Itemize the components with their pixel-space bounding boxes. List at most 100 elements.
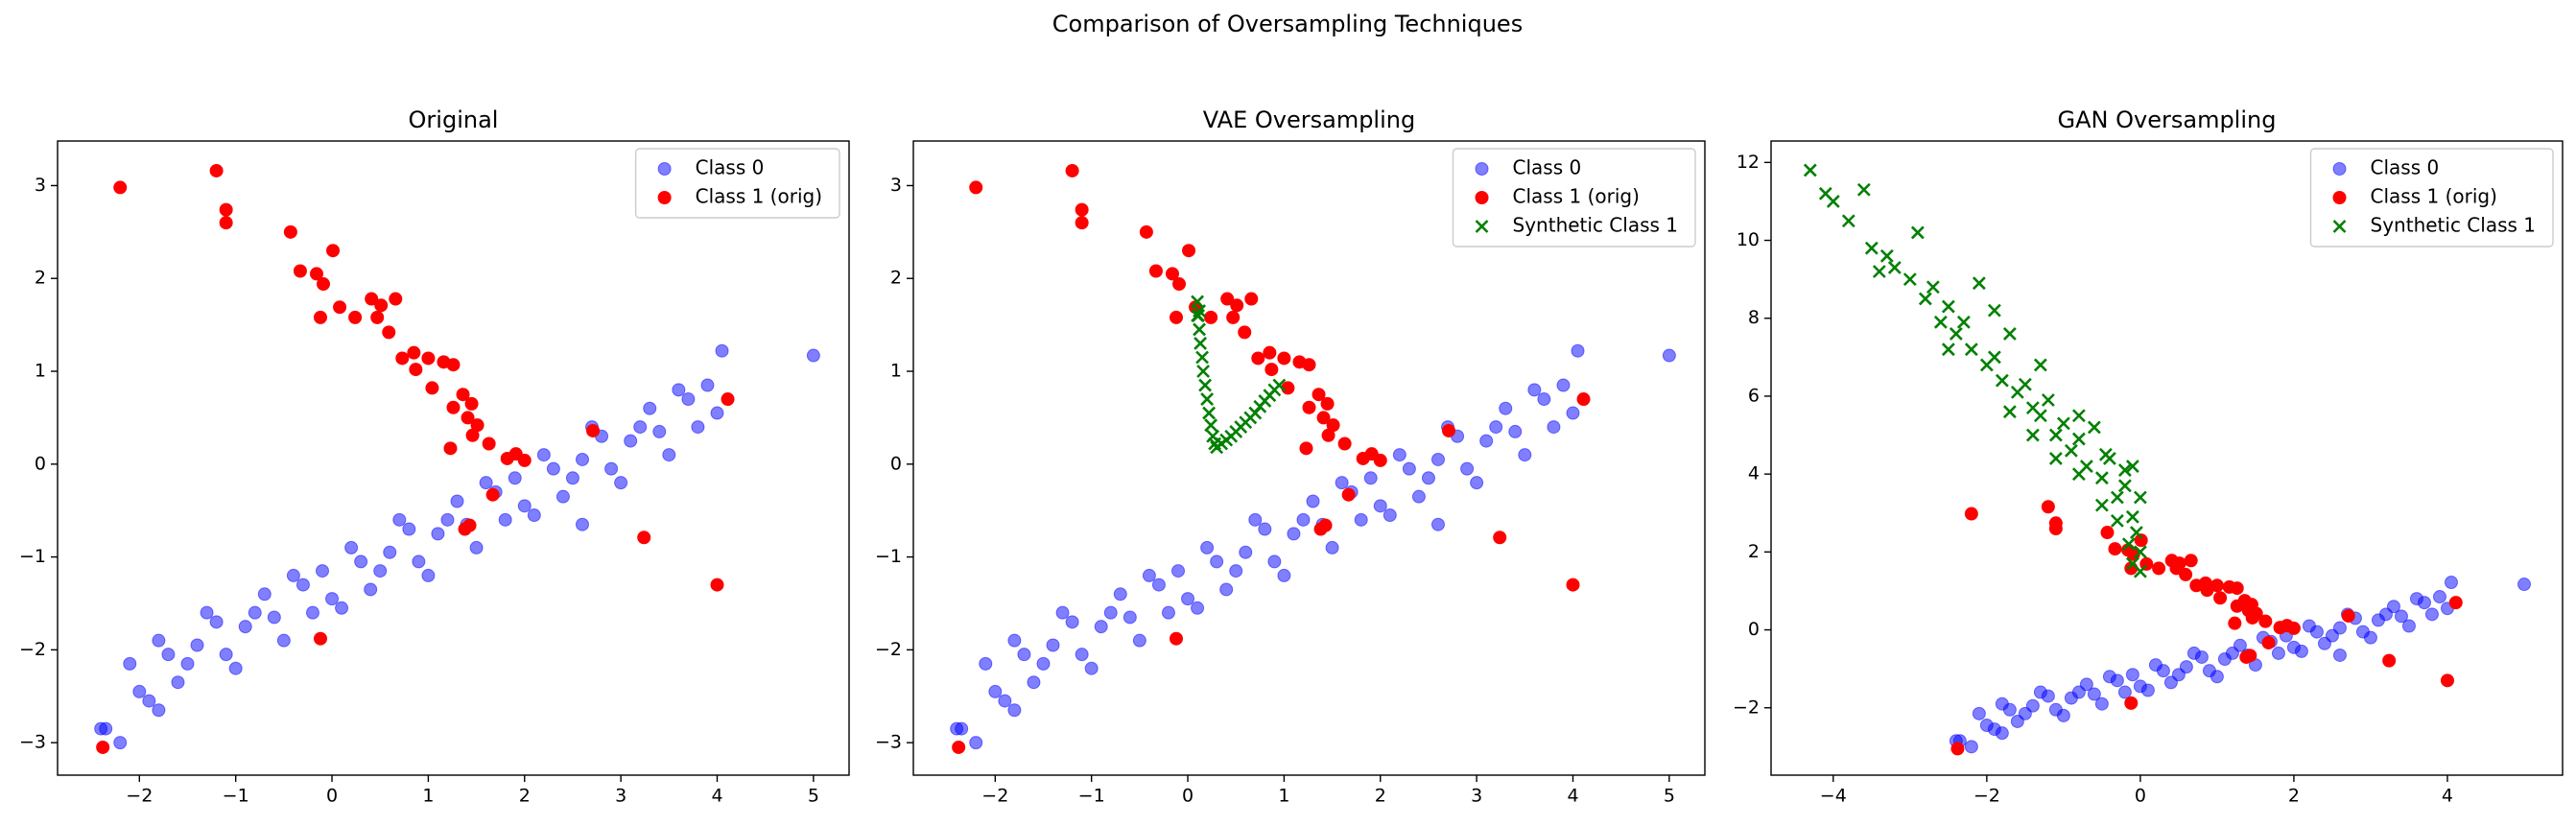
point (1312, 388, 1326, 402)
point (344, 540, 359, 555)
point (1402, 461, 1416, 476)
subplot: VAE Oversampling −2 −1 0 1 2 3 4 5 −3 −2 −1 0 1 2 3 Clas… (875, 106, 1706, 807)
point (1392, 448, 1406, 462)
point (1571, 343, 1585, 358)
y-tick-label: 3 (890, 175, 902, 196)
point (1238, 325, 1252, 340)
point (1296, 512, 1311, 527)
point (2125, 668, 2139, 682)
point (1537, 392, 1551, 407)
point (374, 298, 389, 313)
x-tick-label: 0 (2135, 786, 2146, 807)
point (2002, 405, 2017, 419)
point (407, 345, 421, 360)
x-tick-label: 3 (615, 786, 626, 807)
point (99, 721, 113, 736)
point (113, 736, 128, 750)
point (2094, 498, 2109, 512)
point (1036, 656, 1051, 671)
y-tick-label: 8 (1748, 307, 1760, 328)
point (2048, 428, 2063, 442)
y-tick-label: −2 (1733, 696, 1760, 718)
point (152, 633, 166, 648)
point (1662, 348, 1676, 363)
point (325, 592, 340, 606)
point (1341, 487, 1356, 502)
point (1964, 342, 1978, 357)
x-tick-label: −2 (1973, 786, 2000, 807)
point (527, 508, 541, 523)
point (1508, 424, 1523, 438)
point (1239, 545, 1253, 559)
point (1430, 517, 1445, 531)
point (1337, 437, 1352, 451)
point (1027, 675, 1041, 690)
point (517, 453, 532, 467)
point (2163, 675, 2178, 690)
x-tick-label: 1 (422, 786, 434, 807)
point (1244, 292, 1259, 306)
point (382, 325, 396, 340)
point (2302, 619, 2316, 633)
points (94, 163, 820, 754)
legend-marker (2332, 162, 2347, 176)
axes-frame (912, 140, 1706, 776)
point (637, 531, 651, 545)
point (1248, 512, 1263, 527)
point (1172, 277, 1187, 292)
point (462, 518, 477, 532)
point (1007, 703, 1022, 718)
subplot-title: GAN Oversampling (2058, 106, 2277, 133)
point (2110, 490, 2124, 505)
point (565, 471, 579, 485)
point (1267, 555, 1282, 569)
x-tick-label: −2 (981, 786, 1008, 807)
point (180, 656, 195, 671)
point (1383, 508, 1397, 523)
point (2108, 542, 2122, 556)
point (1879, 248, 1894, 263)
point (1302, 400, 1316, 414)
point (209, 615, 224, 629)
point (1193, 322, 1206, 337)
point (1556, 378, 1571, 392)
x-tick-label: 2 (519, 786, 531, 807)
point (219, 216, 233, 230)
point (421, 568, 436, 582)
point (1171, 564, 1186, 578)
point (1065, 163, 1079, 177)
point (1046, 638, 1060, 652)
point (2048, 451, 2063, 465)
point (614, 476, 628, 490)
x-tick-label: −1 (1078, 786, 1105, 807)
legend-label: Class 0 (1513, 156, 1582, 179)
legend-marker (657, 191, 672, 204)
point (1995, 373, 2009, 388)
point (2002, 327, 2017, 341)
point (2271, 646, 2285, 660)
y-tick-label: 1 (35, 361, 46, 382)
point (248, 605, 262, 620)
point (392, 512, 407, 527)
point (1226, 310, 1241, 324)
axes-frame (57, 140, 850, 776)
point (1200, 540, 1215, 555)
point (2056, 708, 2070, 722)
x-tick-label: 1 (1278, 786, 1289, 807)
point (2148, 658, 2162, 673)
point (2225, 646, 2239, 660)
point (1335, 476, 1349, 490)
point (2200, 583, 2214, 598)
point (2341, 608, 2355, 623)
point (2071, 467, 2086, 482)
x-tick-label: 5 (1664, 786, 1675, 807)
point (2210, 670, 2224, 684)
point (446, 358, 461, 372)
point (1576, 392, 1591, 407)
point (643, 401, 657, 415)
point (2245, 610, 2259, 625)
point (710, 578, 724, 592)
point (1841, 214, 1855, 228)
point (1987, 350, 2001, 365)
